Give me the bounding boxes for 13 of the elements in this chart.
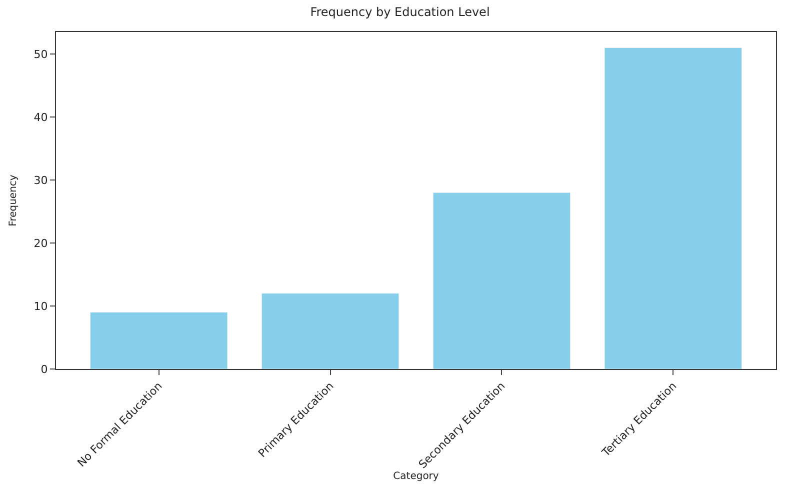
y-tick-label: 0 (40, 362, 48, 376)
y-tick-label: 20 (34, 236, 48, 250)
y-tick-label: 50 (34, 48, 48, 61)
x-axis-title: Category (393, 471, 439, 482)
chart-title: Frequency by Education Level (310, 4, 490, 19)
bar (432, 192, 571, 369)
bar (604, 48, 742, 369)
bar (90, 312, 228, 369)
y-tick-label: 40 (34, 110, 48, 124)
y-tick-label: 10 (34, 300, 48, 313)
bar (261, 293, 400, 369)
y-tick-label: 30 (34, 174, 48, 187)
y-axis-title: Frequency (8, 174, 19, 226)
